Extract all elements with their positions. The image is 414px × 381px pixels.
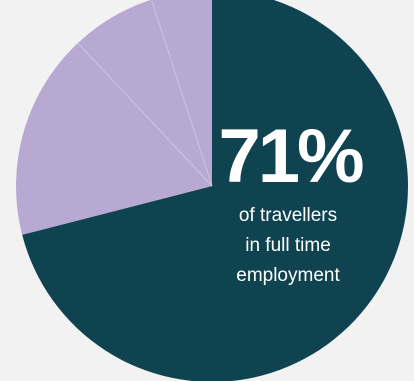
pie-slices bbox=[16, 0, 408, 381]
slice-divider-1 bbox=[77, 42, 213, 187]
pie-slice-3 bbox=[77, 0, 212, 186]
caption-line-1: of travellers bbox=[239, 205, 337, 226]
slice-divider-2 bbox=[151, 0, 213, 187]
caption-line-2: in full time bbox=[245, 235, 331, 256]
highlight-value: 71% bbox=[218, 114, 363, 199]
pie-slice-2 bbox=[16, 43, 212, 235]
pie-slice-1 bbox=[22, 0, 408, 381]
caption-line-3: employment bbox=[236, 265, 340, 286]
